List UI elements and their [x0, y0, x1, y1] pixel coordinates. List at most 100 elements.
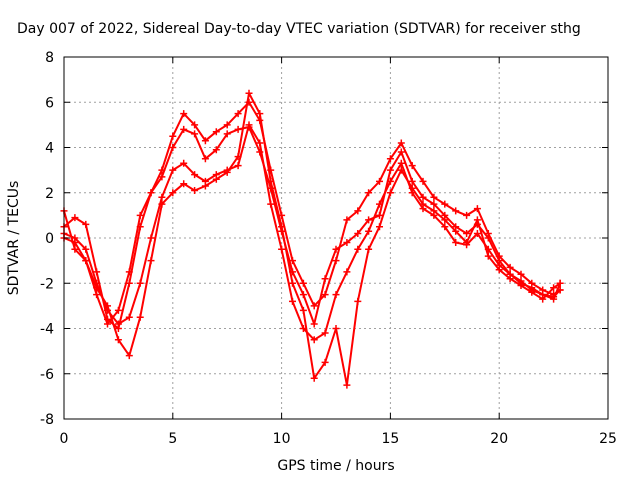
data-point — [332, 257, 340, 265]
data-point — [419, 200, 427, 208]
y-tick-label: 6 — [45, 95, 54, 111]
data-point — [245, 89, 253, 97]
data-point — [212, 175, 220, 183]
y-tick-label: -6 — [40, 367, 54, 383]
data-point — [169, 166, 177, 174]
data-point — [310, 320, 318, 328]
data-point — [104, 320, 111, 328]
data-point — [125, 313, 133, 321]
data-point — [506, 263, 514, 271]
data-point — [267, 200, 275, 208]
data-point — [452, 239, 460, 246]
data-point — [528, 288, 536, 296]
data-point — [343, 239, 351, 246]
data-point — [93, 284, 101, 292]
data-point — [180, 110, 188, 118]
data-point — [517, 282, 525, 289]
data-point — [169, 132, 177, 140]
series-layer — [60, 89, 564, 389]
data-point — [473, 216, 481, 224]
data-point — [473, 205, 481, 213]
data-point — [321, 275, 329, 283]
data-point — [310, 374, 318, 382]
grid — [64, 57, 608, 419]
data-point — [234, 125, 242, 133]
ticks — [63, 56, 609, 420]
data-point — [299, 279, 307, 287]
data-point — [234, 162, 242, 170]
data-point — [256, 110, 264, 118]
x-tick-label: 20 — [490, 431, 508, 447]
data-point — [430, 207, 438, 215]
data-point — [408, 184, 416, 192]
data-point — [365, 216, 373, 224]
data-point — [191, 187, 199, 194]
data-point — [495, 266, 503, 274]
data-point — [289, 279, 296, 287]
data-point — [354, 297, 362, 305]
data-point — [169, 144, 177, 151]
data-point — [343, 216, 351, 224]
data-point — [452, 207, 460, 215]
data-point — [310, 336, 318, 344]
data-point — [71, 245, 79, 253]
data-point — [430, 200, 438, 208]
series-track-3 — [60, 121, 564, 344]
data-point — [104, 302, 111, 310]
data-point — [223, 168, 231, 176]
data-point — [365, 189, 373, 197]
chart-title: Day 007 of 2022, Sidereal Day-to-day VTE… — [17, 21, 581, 37]
data-point — [299, 306, 307, 314]
data-point — [397, 166, 405, 174]
data-point — [234, 110, 242, 118]
x-axis-label: GPS time / hours — [277, 458, 394, 474]
data-point — [223, 130, 231, 138]
data-point — [397, 139, 405, 147]
data-point — [278, 223, 286, 231]
data-point — [332, 291, 340, 299]
data-point — [321, 291, 329, 299]
data-point — [169, 189, 177, 197]
x-tick-label: 5 — [168, 431, 177, 447]
data-point — [201, 155, 209, 163]
data-point — [419, 177, 427, 185]
data-point — [299, 291, 307, 299]
data-point — [408, 162, 416, 170]
data-point — [376, 200, 383, 208]
y-tick-label: -4 — [40, 322, 54, 338]
data-point — [223, 121, 231, 129]
data-point — [180, 125, 188, 133]
y-tick-label: 8 — [45, 50, 54, 66]
data-point — [245, 121, 253, 129]
data-point — [463, 239, 471, 246]
data-point — [539, 295, 547, 303]
data-point — [441, 216, 449, 224]
data-point — [386, 189, 394, 197]
data-point — [278, 245, 286, 253]
data-point — [82, 245, 90, 253]
data-point — [310, 302, 318, 310]
data-point — [82, 220, 90, 228]
data-point — [343, 381, 351, 389]
data-point — [365, 245, 373, 253]
data-point — [408, 177, 416, 185]
data-point — [234, 153, 242, 161]
data-point — [114, 336, 122, 344]
data-point — [506, 275, 514, 283]
data-point — [158, 173, 166, 181]
data-point — [463, 230, 471, 237]
data-point — [125, 268, 133, 276]
data-point — [556, 279, 564, 287]
data-point — [354, 207, 362, 215]
data-point — [321, 358, 329, 366]
x-tick-label: 0 — [60, 431, 69, 447]
data-point — [71, 214, 79, 222]
data-point — [441, 223, 449, 231]
data-point — [158, 193, 166, 201]
data-point — [386, 177, 394, 185]
data-point — [376, 223, 383, 231]
data-point — [267, 177, 275, 185]
data-point — [136, 313, 144, 321]
x-tick-labels: 0 5 10 15 20 25 — [60, 431, 617, 447]
data-point — [386, 155, 394, 163]
